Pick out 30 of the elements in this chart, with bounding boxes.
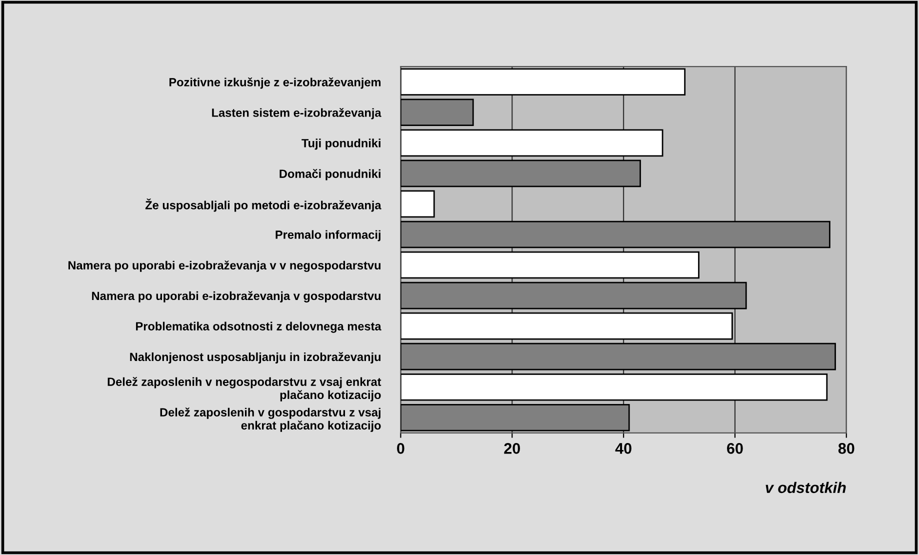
bar	[400, 129, 664, 157]
y-tick-label: Pozitivne izkušnje z e-izobraževanjem	[169, 77, 381, 89]
x-tick-label: 60	[727, 443, 743, 454]
y-tick-label: Problematika odsotnosti z delovnega mesta	[136, 322, 382, 333]
bar	[400, 251, 700, 279]
bar	[400, 312, 733, 340]
y-tick-label: Delež zaposlenih v gospodarstvu z vsaj enkrat plačano kotizacijo	[160, 408, 381, 432]
bar	[400, 373, 828, 401]
x-tick-label: 0	[397, 443, 404, 454]
x-tick-label: 80	[838, 443, 854, 454]
x-tick-label: 20	[504, 443, 520, 454]
x-axis-title: v odstotkih	[766, 482, 846, 494]
x-tick-label: 40	[615, 443, 632, 454]
bar	[400, 190, 435, 218]
y-tick-label: Delež zaposlenih v negospodarstvu z vsaj enkrat plačano kotizacijo	[108, 377, 382, 402]
y-tick-label: Tuji ponudniki	[302, 138, 380, 150]
y-tick-label: Naklonjenost usposabljanju in izobraževanju	[130, 352, 380, 364]
y-tick-label: Že usposabljali po metodi e-izobraževanja	[145, 198, 382, 212]
y-tick-label: Premalo informacij	[276, 230, 380, 242]
bar	[400, 220, 830, 248]
y-tick-label: Namera po uporabi e-izobraževanja v v negospodarstvu	[68, 260, 380, 272]
y-tick-label: Lasten sistem e-izobraževanja	[212, 108, 382, 120]
bar	[400, 404, 630, 432]
bar	[400, 160, 641, 188]
y-tick-label: Namera po uporabi e-izobraževanja v gospodarstvu	[92, 291, 380, 302]
y-tick-label: Domači ponudniki	[280, 169, 380, 180]
bar	[400, 342, 836, 370]
bar	[400, 282, 747, 310]
bar	[400, 98, 474, 126]
bar	[400, 68, 686, 96]
